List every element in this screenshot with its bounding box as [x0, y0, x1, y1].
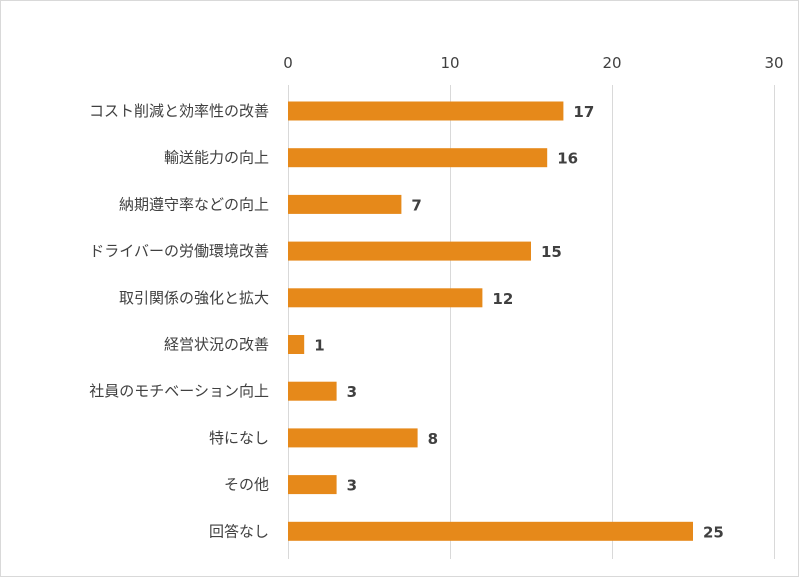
category-label: 回答なし: [209, 522, 269, 540]
category-label: 社員のモチベーション向上: [89, 382, 269, 400]
bars: [288, 101, 693, 541]
category-label: 取引関係の強化と拡大: [119, 289, 269, 307]
data-label: 16: [557, 150, 578, 168]
bar: [288, 475, 337, 495]
bar: [288, 335, 305, 354]
bar: [288, 194, 402, 214]
data-label: 25: [703, 523, 724, 541]
x-axis-ticks: 0 10 20 30: [283, 54, 783, 72]
bar: [288, 521, 693, 541]
category-label: 特になし: [209, 429, 269, 447]
data-label: 17: [573, 103, 594, 121]
data-label: 3: [347, 383, 357, 401]
data-label: 3: [347, 477, 357, 495]
category-label: 経営状況の改善: [164, 336, 269, 354]
category-label: コスト削減と効率性の改善: [89, 102, 269, 120]
bar: [288, 288, 483, 308]
category-label: ドライバーの労働環境改善: [89, 242, 269, 260]
bar: [288, 241, 531, 261]
x-tick-label: 20: [602, 54, 621, 72]
bar: [288, 428, 418, 448]
category-labels: コスト削減と効率性の改善輸送能力の向上納期遵守率などの向上ドライバーの労働環境改…: [89, 102, 269, 540]
x-tick-label: 0: [283, 54, 293, 72]
data-label: 7: [411, 196, 421, 214]
data-label: 1: [314, 337, 324, 355]
category-label: 輸送能力の向上: [164, 149, 269, 167]
bar: [288, 148, 548, 168]
bar: [288, 101, 564, 121]
category-label: その他: [224, 476, 269, 494]
x-tick-label: 30: [764, 54, 783, 72]
data-label: 8: [428, 430, 438, 448]
category-label: 納期遵守率などの向上: [119, 195, 269, 213]
data-label: 12: [492, 290, 513, 308]
x-tick-label: 10: [440, 54, 459, 72]
bar: [288, 381, 337, 401]
data-label: 15: [541, 243, 562, 261]
